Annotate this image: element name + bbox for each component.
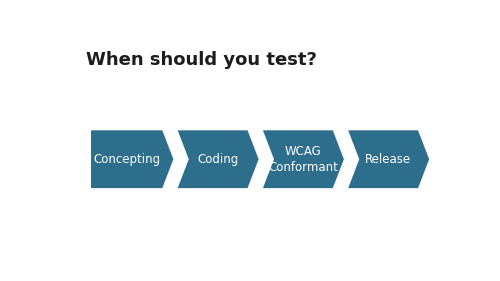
Text: Release: Release [366, 153, 412, 166]
Polygon shape [346, 129, 430, 189]
Text: Coding: Coding [198, 153, 238, 166]
Text: WCAG
Conformant: WCAG Conformant [268, 145, 338, 174]
Text: Concepting: Concepting [93, 153, 160, 166]
Polygon shape [176, 129, 260, 189]
Polygon shape [261, 129, 345, 189]
Polygon shape [90, 129, 175, 189]
Text: When should you test?: When should you test? [86, 51, 316, 69]
